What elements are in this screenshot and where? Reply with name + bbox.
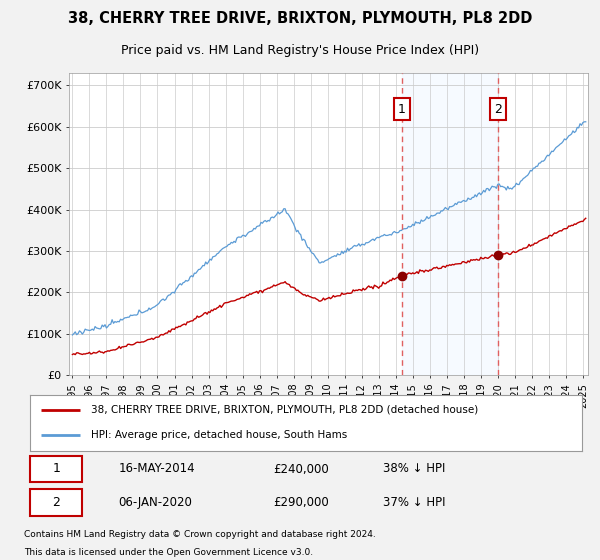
Text: HPI: Average price, detached house, South Hams: HPI: Average price, detached house, Sout… [91, 430, 347, 440]
Text: 1: 1 [398, 102, 406, 115]
Text: 38, CHERRY TREE DRIVE, BRIXTON, PLYMOUTH, PL8 2DD (detached house): 38, CHERRY TREE DRIVE, BRIXTON, PLYMOUTH… [91, 405, 478, 415]
Text: 38% ↓ HPI: 38% ↓ HPI [383, 463, 446, 475]
Text: Contains HM Land Registry data © Crown copyright and database right 2024.: Contains HM Land Registry data © Crown c… [24, 530, 376, 539]
Text: £290,000: £290,000 [273, 496, 329, 509]
Text: 16-MAY-2014: 16-MAY-2014 [118, 463, 195, 475]
Text: 06-JAN-2020: 06-JAN-2020 [118, 496, 192, 509]
Bar [402, 73, 498, 375]
FancyBboxPatch shape [30, 456, 82, 482]
Text: This data is licensed under the Open Government Licence v3.0.: This data is licensed under the Open Gov… [24, 548, 313, 557]
Text: 2: 2 [494, 102, 502, 115]
Text: 1: 1 [52, 463, 60, 475]
Text: Price paid vs. HM Land Registry's House Price Index (HPI): Price paid vs. HM Land Registry's House … [121, 44, 479, 57]
FancyBboxPatch shape [30, 489, 82, 516]
Text: 37% ↓ HPI: 37% ↓ HPI [383, 496, 446, 509]
Text: £240,000: £240,000 [273, 463, 329, 475]
Text: 38, CHERRY TREE DRIVE, BRIXTON, PLYMOUTH, PL8 2DD: 38, CHERRY TREE DRIVE, BRIXTON, PLYMOUTH… [68, 11, 532, 26]
Text: 2: 2 [52, 496, 60, 509]
